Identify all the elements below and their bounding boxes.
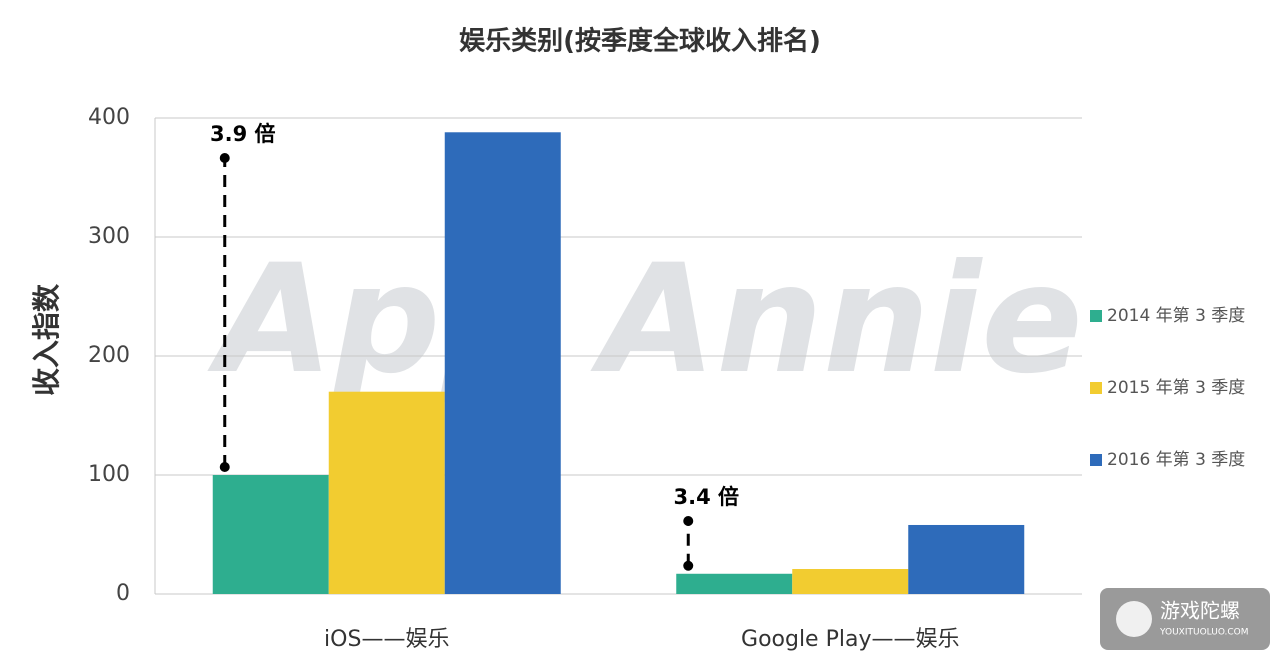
y-axis-label: 收入指数 — [30, 283, 63, 396]
annotation: 3.4 倍 — [673, 485, 739, 509]
logo-name: 游戏陀螺 — [1160, 599, 1240, 623]
chart-title: 娱乐类别(按季度全球收入排名) — [459, 26, 821, 57]
bar — [676, 573, 793, 594]
annotation-dot — [219, 153, 230, 163]
legend-swatch — [1090, 454, 1102, 466]
bar — [792, 569, 909, 594]
bar — [328, 391, 445, 594]
bar — [212, 475, 329, 594]
y-tick-label: 200 — [88, 343, 130, 368]
legend-label: 2016 年第 3 季度 — [1107, 450, 1245, 470]
annotation-dot — [219, 462, 230, 472]
x-tick-label: Google Play——娱乐 — [741, 627, 959, 652]
annotation: 3.9 倍 — [210, 122, 276, 146]
legend-swatch — [1090, 382, 1102, 394]
y-tick-label: 400 — [88, 105, 130, 130]
bar — [444, 132, 561, 594]
legend-label: 2015 年第 3 季度 — [1107, 378, 1245, 398]
x-tick-label: iOS——娱乐 — [324, 627, 449, 652]
logo-url: YOUXITUOLUO.COM — [1159, 628, 1249, 638]
logo-icon — [1116, 601, 1152, 637]
annotation-dot — [683, 560, 694, 571]
watermark: App Annie — [207, 233, 1083, 407]
legend-swatch — [1090, 310, 1102, 322]
y-tick-label: 0 — [116, 581, 130, 606]
legend-label: 2014 年第 3 季度 — [1107, 306, 1245, 326]
y-tick-label: 300 — [88, 224, 130, 249]
annotation-dot — [683, 516, 694, 526]
logo: 游戏陀螺 YOUXITUOLUO.COM — [1100, 588, 1270, 650]
y-tick-label: 100 — [88, 462, 130, 487]
bar — [908, 524, 1025, 594]
